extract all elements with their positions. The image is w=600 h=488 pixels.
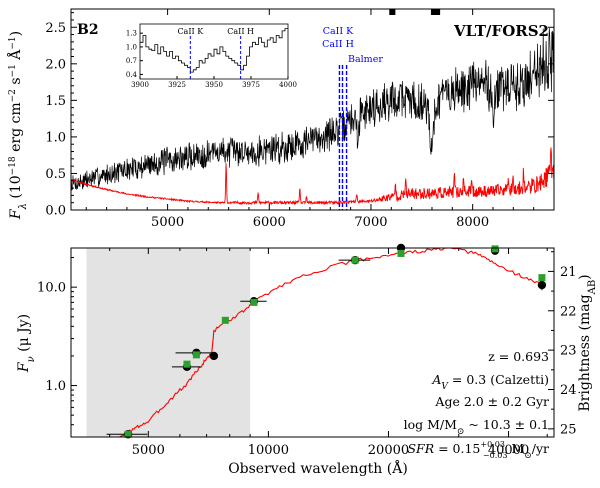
- x-tick-label: 40000: [488, 443, 529, 458]
- sed-right-axis-label: Brightness (magAB): [577, 274, 598, 411]
- panel-label: B2: [77, 22, 99, 38]
- right-tick-label: 21: [560, 265, 577, 280]
- redshift-annotation: z = 0.693: [488, 349, 549, 364]
- observed-spectrum-line: [70, 28, 555, 191]
- sed-panel: 5000 10000 20000 40000 1.0 10.0 21 22 23 24 25 O…: [16, 243, 598, 477]
- y-tick-label: 0.5: [45, 167, 66, 182]
- y-tick-label: 1.0: [45, 379, 66, 394]
- x-tick-label: 8000: [456, 215, 489, 230]
- inset-x-tick-label: 3925: [168, 81, 186, 89]
- y-tick-label: 0.0: [45, 204, 66, 219]
- right-tick-label: 23: [560, 344, 577, 359]
- model-photometry-point: [491, 245, 499, 253]
- right-tick-label: 22: [560, 304, 577, 319]
- model-photometry-point: [124, 430, 132, 438]
- line-marker-label: CaII K: [323, 26, 354, 37]
- right-tick-label: 25: [560, 422, 577, 437]
- inset-marker-label: CaII K: [177, 27, 204, 36]
- extinction-annotation: AV = 0.3 (Calzetti): [431, 372, 549, 392]
- photometry-point: [537, 280, 547, 290]
- inset-y-tick-label: 1.3: [126, 30, 137, 38]
- inset-spectrum-line: [140, 28, 288, 73]
- spectrum-frame: [70, 8, 555, 211]
- shaded-spectral-region: [86, 248, 251, 437]
- sed-frame: [70, 247, 555, 438]
- y-tick-label: 2.0: [45, 57, 66, 72]
- model-photometry-point: [250, 298, 258, 306]
- mass-annotation: log M/M⊙ ~ 10.3 ± 0.1: [404, 417, 549, 437]
- x-tick-label: 7000: [354, 215, 387, 230]
- photometry-point: [209, 351, 219, 361]
- inset-x-tick-label: 4000: [279, 81, 297, 89]
- spectrum-panel: CaII K CaII H Balmer 5000 6000 7000 8000 0.0 0…: [6, 8, 555, 230]
- sed-x-axis-label: Observed wavelength (Å): [228, 459, 408, 477]
- model-photometry-point: [192, 351, 200, 359]
- x-tick-label: 6000: [253, 215, 286, 230]
- inset-x-tick-label: 3975: [242, 81, 260, 89]
- model-sed-line: [118, 247, 545, 438]
- spectrum-y-axis-label: Fλ (10−18 erg cm−2 s−1 Å−1): [6, 31, 29, 220]
- model-photometry-point: [538, 274, 546, 282]
- x-tick-label: 5000: [132, 443, 165, 458]
- telluric-band-mark: [389, 9, 396, 15]
- inset-x-tick-label: 3900: [131, 81, 149, 89]
- sed-y-axis-label: Fν (μ Jy): [16, 314, 37, 373]
- noise-spectrum-line: [70, 147, 555, 206]
- inset-y-tick-label: 1.0: [126, 43, 137, 51]
- y-tick-label: 10.0: [37, 281, 66, 296]
- model-photometry-point: [183, 360, 191, 368]
- inset-y-tick-label: 0.4: [126, 71, 138, 79]
- model-photometry-point: [351, 256, 359, 264]
- y-tick-label: 1.0: [45, 130, 66, 145]
- right-tick-label: 24: [560, 383, 577, 398]
- x-tick-label: 20000: [368, 443, 409, 458]
- inset-spectrum: CaII K CaII H 3900 3925 3950 3975 4000 0.4 0.7…: [126, 23, 297, 89]
- y-tick-label: 2.5: [45, 21, 66, 36]
- inset-marker-label: CaII H: [227, 27, 254, 36]
- line-marker-label: Balmer: [348, 54, 383, 65]
- inset-y-tick-label: 0.7: [126, 57, 137, 65]
- model-photometry-point: [397, 249, 405, 257]
- instrument-label: VLT/FORS2: [453, 22, 549, 40]
- x-tick-label: 5000: [151, 215, 184, 230]
- x-tick-label: 10000: [248, 443, 289, 458]
- telluric-band-mark: [430, 9, 441, 15]
- line-marker-label: CaII H: [322, 39, 354, 50]
- sfr-annotation: SFR = 0.15+0.03 −0.03 M⊙/yr: [407, 440, 549, 461]
- age-annotation: Age 2.0 ± 0.2 Gyr: [434, 394, 549, 409]
- fit-parameters: z = 0.693 AV = 0.3 (Calzetti) Age 2.0 ± …: [404, 349, 549, 461]
- inset-x-tick-label: 3950: [205, 81, 223, 89]
- model-photometry-point: [221, 316, 229, 324]
- y-tick-label: 1.5: [45, 94, 66, 109]
